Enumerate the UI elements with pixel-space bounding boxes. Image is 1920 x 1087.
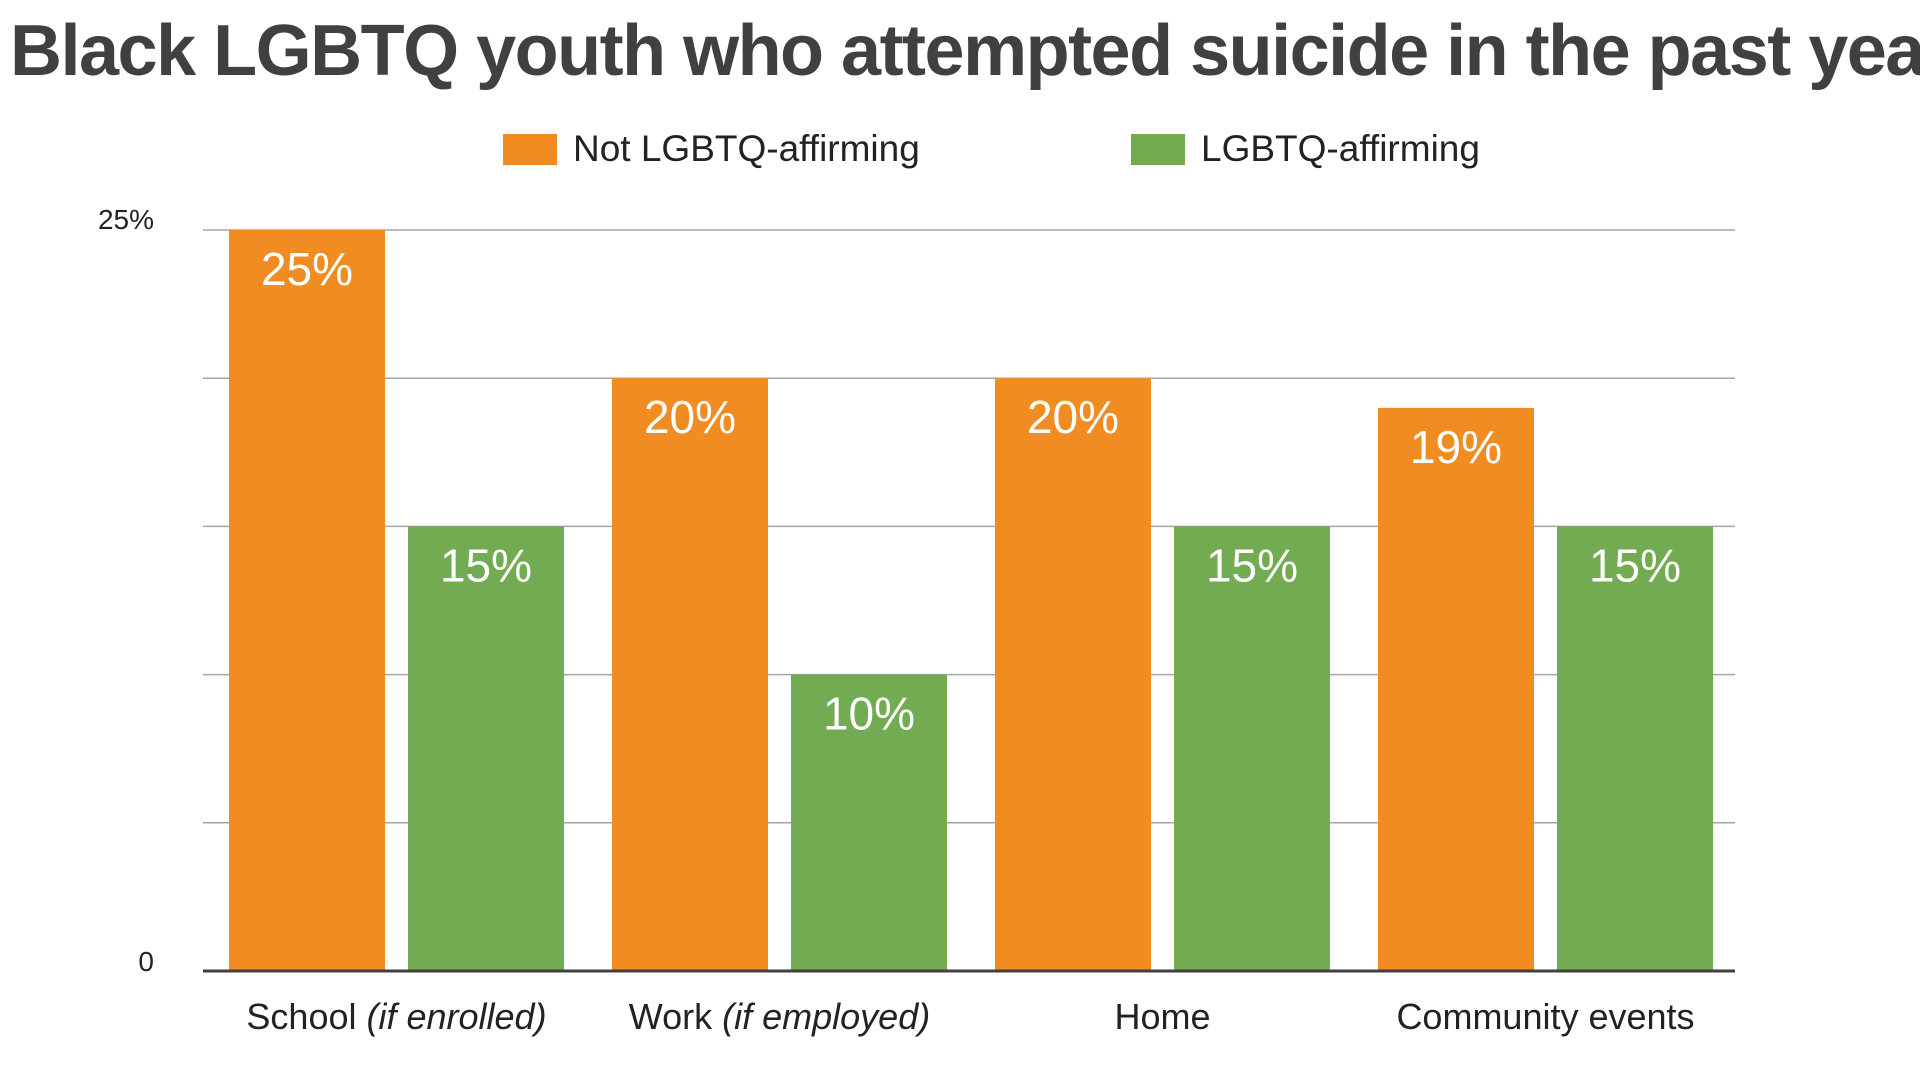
bar xyxy=(1557,526,1713,971)
bar xyxy=(1378,407,1534,972)
data-label: 15% xyxy=(1589,539,1681,591)
legend-item: Not LGBTQ-affirming xyxy=(503,128,920,169)
data-label: 15% xyxy=(1206,539,1298,591)
legend-label: Not LGBTQ-affirming xyxy=(573,128,920,169)
x-category-label: Home xyxy=(1114,996,1210,1037)
legend: Not LGBTQ-affirming LGBTQ-affirming xyxy=(503,128,1480,169)
data-label: 19% xyxy=(1410,421,1502,473)
data-label: 20% xyxy=(1027,391,1119,443)
y-tick-label: 25% xyxy=(98,204,154,235)
bar xyxy=(408,526,564,971)
legend-swatch xyxy=(1131,134,1185,165)
y-tick-label: 0 xyxy=(138,946,154,977)
axes: 25% 0 School (if enrolled) Work (if employe… xyxy=(98,204,1735,1037)
legend-swatch xyxy=(503,134,557,165)
bar xyxy=(229,230,385,971)
legend-label: LGBTQ-affirming xyxy=(1201,128,1480,169)
data-label: 20% xyxy=(644,391,736,443)
chart-title: Black LGBTQ youth who attempted suicide … xyxy=(10,11,1920,91)
x-category-label: Work (if employed) xyxy=(629,996,930,1037)
bar xyxy=(612,378,768,971)
data-label: 15% xyxy=(440,539,532,591)
legend-item: LGBTQ-affirming xyxy=(1131,128,1480,169)
data-label: 10% xyxy=(823,688,915,740)
bar xyxy=(791,674,947,971)
bar xyxy=(1174,526,1330,971)
bars: 25% 20% 20% 19% 15% 10% 15% 15% xyxy=(229,230,1713,972)
x-category-label: School (if enrolled) xyxy=(246,996,546,1037)
x-category-label: Community events xyxy=(1396,996,1694,1037)
data-label: 25% xyxy=(261,243,353,295)
bar xyxy=(995,378,1151,971)
